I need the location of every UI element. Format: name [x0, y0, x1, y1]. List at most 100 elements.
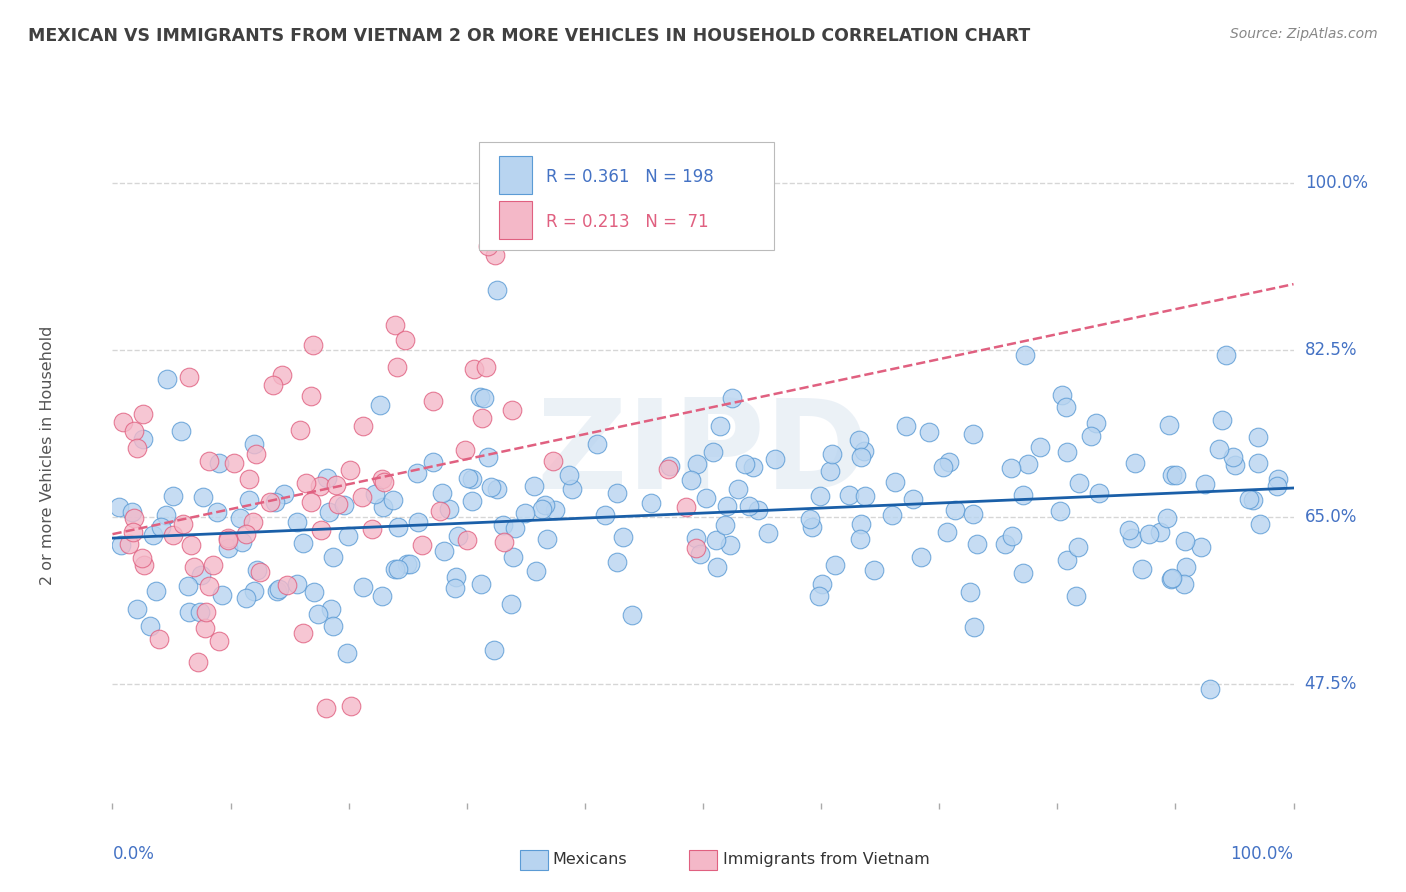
- Point: [302, 585, 325, 599]
- Point: [325, 478, 347, 492]
- Point: [208, 456, 231, 470]
- Point: [246, 563, 269, 577]
- Point: [530, 501, 553, 516]
- Point: [896, 419, 918, 434]
- Point: [155, 508, 177, 523]
- Point: [482, 642, 505, 657]
- Point: [322, 619, 344, 633]
- Point: [121, 505, 143, 519]
- Text: ZIPD: ZIPD: [537, 394, 869, 516]
- Point: [1017, 457, 1039, 471]
- Point: [855, 489, 877, 503]
- Point: [799, 512, 821, 526]
- Point: [1149, 524, 1171, 539]
- Point: [270, 368, 292, 383]
- Point: [962, 427, 984, 442]
- Point: [494, 534, 516, 549]
- Point: [187, 655, 209, 669]
- Point: [224, 456, 246, 470]
- Point: [454, 442, 477, 457]
- Point: [679, 473, 702, 487]
- Point: [734, 457, 756, 471]
- Point: [502, 549, 524, 564]
- Point: [659, 458, 682, 473]
- Point: [1173, 576, 1195, 591]
- Point: [685, 531, 707, 545]
- Point: [747, 503, 769, 517]
- Point: [485, 483, 508, 497]
- Point: [461, 493, 484, 508]
- Point: [470, 577, 492, 591]
- Point: [299, 495, 322, 509]
- Point: [238, 493, 260, 508]
- Point: [544, 502, 567, 516]
- Point: [721, 391, 744, 405]
- Point: [689, 547, 711, 561]
- Point: [249, 566, 271, 580]
- Point: [243, 437, 266, 451]
- Point: [962, 507, 984, 521]
- Point: [267, 582, 290, 596]
- Point: [1130, 562, 1153, 576]
- FancyBboxPatch shape: [499, 156, 531, 194]
- Point: [1225, 458, 1247, 473]
- Point: [422, 394, 444, 409]
- Point: [471, 410, 494, 425]
- Point: [468, 390, 491, 404]
- Point: [1121, 531, 1143, 545]
- Point: [807, 589, 830, 603]
- Point: [727, 483, 749, 497]
- Point: [217, 532, 239, 546]
- Point: [433, 544, 456, 558]
- Point: [1137, 526, 1160, 541]
- Point: [621, 607, 644, 622]
- Point: [756, 526, 779, 541]
- Point: [1066, 540, 1088, 554]
- Point: [318, 505, 340, 519]
- Point: [811, 577, 834, 591]
- Point: [1265, 479, 1288, 493]
- Point: [1050, 388, 1073, 402]
- Point: [1001, 529, 1024, 543]
- Point: [1174, 533, 1197, 548]
- Point: [1215, 348, 1237, 362]
- Point: [398, 557, 420, 571]
- Point: [208, 634, 231, 648]
- Point: [714, 518, 737, 533]
- Text: MEXICAN VS IMMIGRANTS FROM VIETNAM 2 OR MORE VEHICLES IN HOUSEHOLD CORRELATION C: MEXICAN VS IMMIGRANTS FROM VIETNAM 2 OR …: [28, 27, 1031, 45]
- Point: [560, 482, 582, 496]
- Point: [294, 475, 316, 490]
- Point: [394, 333, 416, 347]
- Point: [142, 527, 165, 541]
- Point: [430, 485, 453, 500]
- Point: [818, 464, 841, 478]
- Point: [474, 359, 496, 374]
- Point: [1067, 476, 1090, 491]
- Point: [201, 558, 224, 573]
- Point: [742, 460, 765, 475]
- Point: [108, 500, 131, 515]
- Point: [1054, 400, 1077, 414]
- Point: [411, 538, 433, 552]
- Point: [536, 532, 558, 546]
- Point: [849, 450, 872, 464]
- Point: [172, 516, 194, 531]
- Text: R = 0.213   N =  71: R = 0.213 N = 71: [546, 213, 709, 231]
- Point: [291, 626, 314, 640]
- Point: [326, 497, 349, 511]
- Point: [501, 402, 523, 417]
- Point: [704, 533, 727, 547]
- Point: [1267, 472, 1289, 486]
- Point: [190, 568, 212, 582]
- Point: [205, 505, 228, 519]
- Point: [288, 423, 311, 437]
- Point: [1247, 430, 1270, 444]
- Point: [238, 472, 260, 486]
- Point: [149, 520, 172, 534]
- Point: [193, 621, 215, 635]
- Point: [406, 466, 429, 480]
- Point: [443, 582, 465, 596]
- Point: [217, 541, 239, 556]
- Point: [1222, 450, 1244, 464]
- Point: [1160, 573, 1182, 587]
